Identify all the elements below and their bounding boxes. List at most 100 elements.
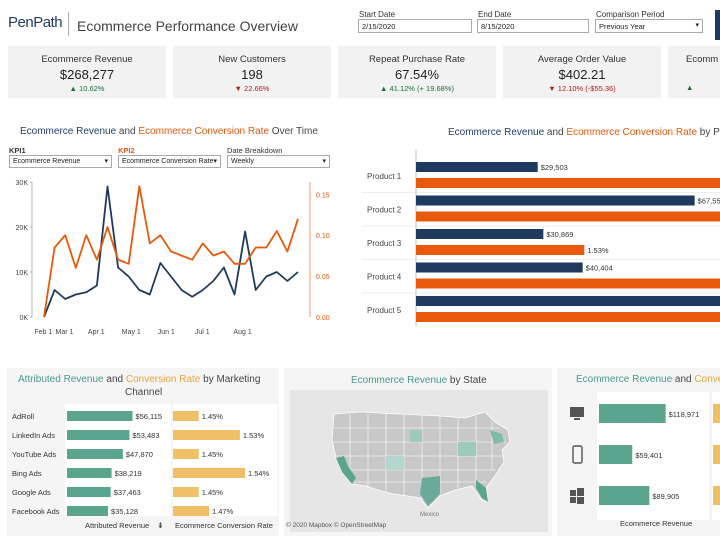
state-midwest[interactable] bbox=[410, 430, 422, 442]
state-california[interactable] bbox=[336, 456, 356, 484]
x-tick-label: Apr 1 bbox=[88, 329, 105, 336]
product-revenue-label: $30,869 bbox=[546, 230, 573, 239]
comparison-label: Comparison Period bbox=[596, 10, 665, 19]
channel-revenue-label: $38,219 bbox=[115, 469, 142, 478]
chevron-down-icon: ▾ bbox=[104, 158, 108, 165]
comparison-select[interactable]: Previous Year ▾ bbox=[595, 19, 703, 33]
kpi2-select[interactable]: Ecommerce Conversion Rate ▾ bbox=[118, 155, 221, 168]
breakdown-label: Date Breakdown bbox=[227, 146, 283, 155]
kpi-card-new-customers: New Customers 198 ▼ 22.66% bbox=[173, 46, 331, 98]
channel-rate-label: 1.53% bbox=[243, 431, 265, 440]
channel-revenue-label: $35,128 bbox=[111, 507, 138, 516]
kpi-value: 67.54% bbox=[394, 67, 440, 82]
y-right-tick-label: 0.05 bbox=[316, 274, 330, 281]
product-label: Product 4 bbox=[367, 273, 402, 282]
page-title: Ecommerce Performance Overview bbox=[77, 18, 298, 34]
y-left-tick-label: 0K bbox=[19, 315, 28, 322]
start-date-input[interactable]: 2/15/2020 bbox=[358, 19, 472, 33]
state-florida[interactable] bbox=[476, 480, 488, 502]
product-revenue-bar bbox=[416, 262, 583, 273]
series-line-revenue bbox=[43, 185, 299, 318]
y-right-tick-label: 0.15 bbox=[316, 192, 330, 199]
top-action-button[interactable] bbox=[715, 10, 720, 40]
product-revenue-bar bbox=[416, 195, 695, 206]
product-label: Product 1 bbox=[367, 172, 402, 181]
kpi-change: ▼ 12.10% (-$55.36) bbox=[548, 84, 616, 93]
device-revenue-bar bbox=[599, 486, 650, 505]
device-revenue-label: $59,401 bbox=[635, 451, 662, 460]
product-label: Product 5 bbox=[367, 306, 402, 315]
comparison-value: Previous Year bbox=[599, 22, 646, 31]
device-title: Ecommerce Revenue and Conve bbox=[576, 374, 720, 385]
rate-plot-area bbox=[173, 404, 277, 516]
kpi-change: ▼ 22.66% bbox=[234, 84, 270, 93]
desktop-icon bbox=[570, 407, 584, 420]
device-rate-bar bbox=[713, 486, 720, 505]
marketing-title-line2: Channel bbox=[125, 387, 163, 398]
end-date-input[interactable]: 8/15/2020 bbox=[477, 19, 589, 33]
product-label: Product 3 bbox=[367, 239, 402, 248]
chevron-down-icon: ▾ bbox=[213, 158, 217, 165]
device-revenue-bar bbox=[599, 404, 666, 423]
mobile-icon bbox=[572, 445, 583, 464]
sort-icon: ⇟ bbox=[157, 521, 164, 530]
revenue-axis-title: Attributed Revenue bbox=[85, 521, 149, 530]
device-axis-title: Ecommerce Revenue bbox=[620, 519, 692, 528]
rate-axis-title: Ecommerce Conversion Rate bbox=[175, 521, 273, 530]
tablet-icon bbox=[570, 488, 584, 504]
product-revenue-label: $40,404 bbox=[586, 264, 613, 273]
product-chart: Product 1 $29,503 Product 2 $67,557 Product … bbox=[362, 150, 720, 326]
product-rate-bar bbox=[416, 178, 720, 188]
breakdown-select[interactable]: Weekly ▾ bbox=[227, 155, 330, 168]
product-rate-bar bbox=[416, 278, 720, 289]
trend-title: Ecommerce Revenue and Ecommerce Conversi… bbox=[20, 126, 318, 137]
kpi-card-partial: Ecomm ▲ bbox=[668, 46, 720, 98]
channel-revenue-label: $37,463 bbox=[114, 488, 141, 497]
map-title: Ecommerce Revenue by State bbox=[351, 375, 487, 386]
logo-divider bbox=[68, 12, 69, 36]
channel-rate-bar bbox=[173, 487, 199, 497]
state-texas[interactable] bbox=[420, 476, 440, 506]
y-right-tick-label: 0.00 bbox=[316, 315, 330, 322]
state-colorado[interactable] bbox=[386, 456, 404, 470]
marketing-title: Attributed Revenue and Conversion Rate b… bbox=[18, 374, 261, 385]
state-ohio[interactable] bbox=[458, 442, 476, 456]
state-new-york[interactable] bbox=[490, 430, 504, 444]
product-revenue-label: $67,557 bbox=[698, 197, 720, 206]
chevron-down-icon: ▾ bbox=[695, 22, 699, 29]
product-rate-label: 1.53% bbox=[587, 246, 609, 255]
device-chart: $118,971 $59,401 $89,905 Ecommerce Revenue bbox=[570, 392, 720, 528]
channel-revenue-label: $56,115 bbox=[135, 412, 162, 421]
channel-rate-bar bbox=[173, 468, 245, 478]
kpi-value: $268,277 bbox=[59, 67, 115, 82]
channel-revenue-bar bbox=[67, 430, 130, 440]
marketing-chart: AdRoll $56,115 1.45% LinkedIn Ads $53,483 1.5… bbox=[12, 404, 277, 530]
kpi-change: ▲ bbox=[686, 83, 694, 92]
us-outline bbox=[331, 411, 511, 509]
channel-rate-label: 1.45% bbox=[202, 450, 224, 459]
logo: PenPath bbox=[8, 14, 63, 31]
channel-revenue-bar bbox=[67, 506, 108, 516]
channel-rate-bar bbox=[173, 430, 240, 440]
product-label: Product 2 bbox=[367, 206, 402, 215]
channel-label: LinkedIn Ads bbox=[12, 431, 55, 440]
kpi-card-repeat-rate: Repeat Purchase Rate 67.54% ▲ 41.12% (+ … bbox=[338, 46, 496, 98]
kpi-change: ▲ 41.12% (+ 19.68%) bbox=[380, 84, 454, 93]
kpi1-select[interactable]: Ecommerce Revenue ▾ bbox=[9, 155, 112, 168]
tile-icon bbox=[577, 497, 584, 504]
product-rate-bar bbox=[416, 312, 720, 322]
device-rate-bar bbox=[713, 445, 720, 464]
channel-revenue-label: $53,483 bbox=[132, 431, 159, 440]
channel-revenue-bar bbox=[67, 449, 123, 459]
kpi-title: Ecommerce Revenue bbox=[41, 54, 133, 65]
product-rate-bar bbox=[416, 245, 585, 255]
kpi-card-revenue: Ecommerce Revenue $268,277 ▲ 10.62% bbox=[8, 46, 166, 98]
device-revenue-bar bbox=[599, 445, 633, 464]
kpi-title: Average Order Value bbox=[537, 54, 627, 65]
kpi-title: Repeat Purchase Rate bbox=[368, 54, 466, 65]
y-left-tick-label: 30K bbox=[16, 180, 29, 187]
start-date-label: Start Date bbox=[359, 10, 396, 19]
x-tick-label: Aug 1 bbox=[233, 329, 251, 336]
tile-icon bbox=[570, 497, 576, 503]
us-state-map[interactable]: Mexico bbox=[290, 390, 548, 532]
